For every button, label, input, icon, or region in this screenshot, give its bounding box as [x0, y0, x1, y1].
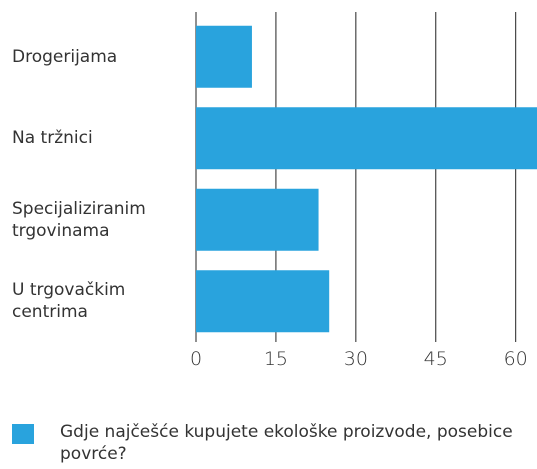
x-tick-label: 60	[503, 348, 528, 370]
bar	[196, 25, 252, 88]
x-tick-label: 15	[263, 348, 289, 370]
y-tick-label: Drogerijama	[12, 46, 118, 67]
y-tick-label: Specijaliziranim trgovinama	[12, 198, 146, 241]
legend-label: Gdje najčešće kupujete ekološke proizvod…	[60, 422, 513, 464]
y-tick-label: U trgovačkim centrima	[12, 280, 126, 323]
bar	[196, 270, 330, 333]
x-tick-label: 45	[423, 348, 448, 370]
y-tick-label: Na tržnici	[12, 128, 93, 149]
legend-swatch	[12, 424, 34, 444]
x-tick-label: 0	[189, 348, 203, 370]
bar	[196, 188, 319, 251]
bar	[196, 107, 537, 170]
x-tick-label: 30	[343, 348, 368, 370]
